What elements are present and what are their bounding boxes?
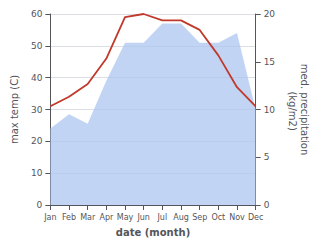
svg-text:Jun: Jun — [136, 213, 150, 222]
svg-text:med. precipitation: med. precipitation — [299, 64, 310, 156]
svg-text:Jan: Jan — [43, 213, 56, 222]
svg-text:max temp (C): max temp (C) — [9, 75, 20, 144]
svg-text:Sep: Sep — [192, 213, 207, 222]
svg-text:(kg/m2): (kg/m2) — [287, 88, 298, 131]
svg-text:40: 40 — [31, 73, 43, 83]
svg-text:20: 20 — [31, 136, 43, 146]
svg-text:20: 20 — [264, 9, 276, 19]
svg-text:60: 60 — [31, 9, 43, 19]
svg-text:10: 10 — [264, 105, 276, 115]
svg-text:0: 0 — [264, 200, 270, 210]
svg-text:15: 15 — [264, 57, 275, 67]
svg-text:date (month): date (month) — [116, 227, 190, 238]
svg-text:Feb: Feb — [62, 213, 76, 222]
svg-text:Aug: Aug — [173, 213, 189, 222]
svg-text:Apr: Apr — [99, 213, 114, 222]
svg-text:0: 0 — [37, 200, 43, 210]
svg-text:Oct: Oct — [211, 213, 225, 222]
svg-text:30: 30 — [31, 105, 43, 115]
svg-text:Jul: Jul — [157, 213, 168, 222]
svg-text:Dec: Dec — [248, 213, 263, 222]
svg-text:May: May — [117, 213, 134, 222]
svg-text:50: 50 — [31, 41, 43, 51]
svg-text:Nov: Nov — [229, 213, 245, 222]
svg-text:Mar: Mar — [80, 213, 96, 222]
svg-text:10: 10 — [31, 168, 43, 178]
svg-text:5: 5 — [264, 152, 270, 162]
